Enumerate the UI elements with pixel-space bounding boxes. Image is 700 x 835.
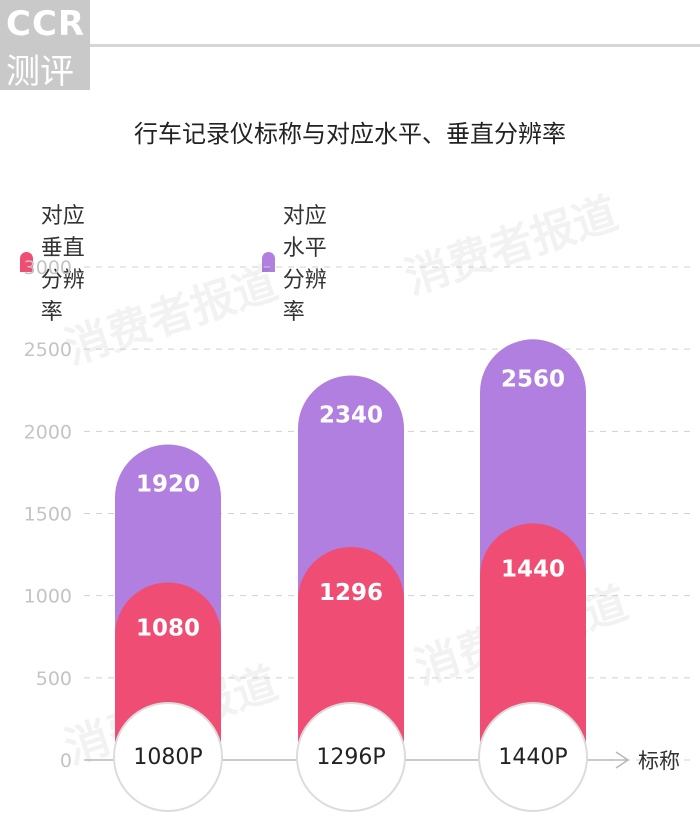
legend-label-vertical: 对应垂直分辨率: [40, 204, 85, 325]
y-tick-label: 1500: [24, 504, 72, 526]
y-tick-label: 3000: [24, 257, 72, 279]
category-badge: [478, 702, 588, 812]
chart-title: 行车记录仪标称与对应水平、垂直分辨率: [134, 120, 566, 148]
logo-text-review: 测评: [6, 52, 74, 92]
legend-item-horizontal: 对应水平分辨率: [262, 198, 332, 326]
bar-vertical-resolution: [480, 523, 586, 760]
legend-swatch-vertical: [20, 252, 33, 272]
y-tick-label: 500: [36, 668, 72, 690]
y-tick-label: 2000: [24, 421, 72, 443]
data-label-vertical: 1080: [136, 616, 200, 642]
category-badge: [296, 702, 406, 812]
legend-item-vertical: 对应垂直分辨率: [20, 198, 90, 326]
y-tick-label: 2500: [24, 339, 72, 361]
header-rule: [90, 44, 700, 47]
data-label-vertical: 1296: [319, 580, 383, 606]
x-tick-label: 1080P: [133, 745, 202, 770]
data-label-horizontal: 2560: [501, 366, 565, 392]
data-label-horizontal: 2340: [319, 402, 383, 428]
ccr-logo: CCR 测评: [0, 0, 90, 92]
x-tick-label: 1440P: [498, 745, 567, 770]
bar-vertical-resolution: [298, 547, 404, 760]
data-label-horizontal: 1920: [136, 471, 200, 497]
x-axis-label: 标称: [638, 749, 680, 773]
logo-text-ccr: CCR: [6, 4, 86, 44]
y-tick-label: 0: [60, 750, 72, 772]
data-label-vertical: 1440: [501, 556, 565, 582]
legend-label-horizontal: 对应水平分辨率: [282, 204, 327, 325]
category-badge: [113, 702, 223, 812]
x-axis-arrow: [615, 751, 630, 769]
y-tick-label: 1000: [24, 586, 72, 608]
x-tick-label: 1296P: [316, 745, 385, 770]
